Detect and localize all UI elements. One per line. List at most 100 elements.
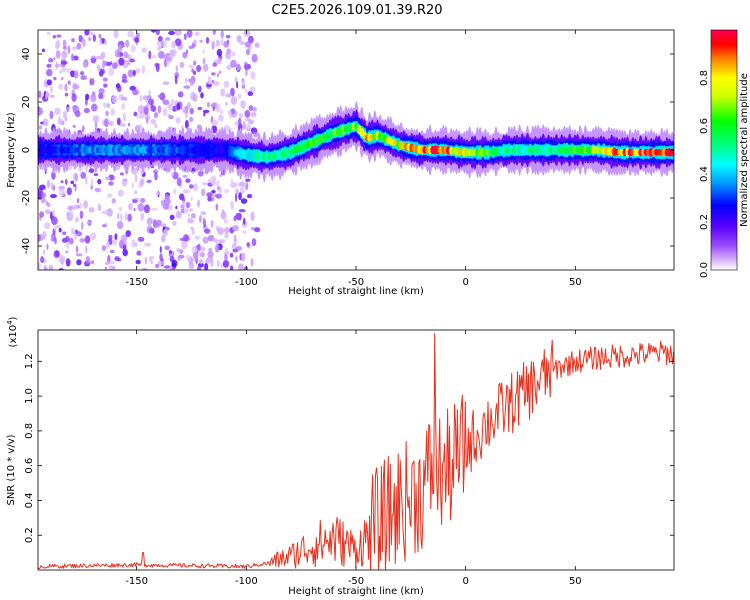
spectrogram-noise-speckle: [140, 212, 145, 220]
spectrogram-noise-speckle: [183, 85, 191, 89]
spectrogram-noise-speckle: [212, 106, 215, 112]
spectrogram-noise-speckle: [120, 96, 128, 101]
spectrogram-noise-speckle: [173, 187, 177, 195]
spectrogram-noise-speckle: [249, 86, 256, 93]
spectrogram-noise-speckle: [64, 92, 69, 97]
spectrogram-noise-speckle: [218, 239, 226, 244]
spectrogram-noise-speckle: [249, 38, 254, 43]
spectrogram-noise-speckle: [157, 260, 165, 266]
spectrogram-noise-speckle: [174, 30, 182, 36]
spectrogram-noise-speckle: [127, 123, 131, 127]
spectrogram-noise-speckle: [93, 173, 99, 177]
spectrogram-noise-speckle: [175, 117, 181, 124]
spectrogram-noise-speckle: [207, 251, 214, 258]
spectrogram-noise-speckle: [206, 101, 210, 108]
spectrogram-noise-speckle: [80, 75, 87, 81]
spectrogram-noise-speckle: [53, 76, 57, 81]
spectrogram-noise-speckle: [72, 183, 76, 187]
spectrogram-noise-speckle: [200, 92, 204, 99]
spectrogram-noise-speckle: [155, 63, 160, 73]
spectrogram-noise-speckle: [85, 176, 88, 185]
spectrogram-noise-speckle: [66, 106, 70, 112]
spectrogram-noise-speckle: [127, 213, 132, 222]
spectrogram-noise-speckle: [135, 68, 141, 74]
spectrogram-noise-speckle: [189, 116, 194, 123]
spectrogram-noise-speckle: [67, 205, 74, 211]
spectrogram-y-tick-label: 40: [21, 48, 32, 61]
spectrogram-noise-speckle: [247, 121, 251, 130]
spectrogram-noise-speckle: [155, 219, 162, 227]
spectrogram-noise-speckle: [226, 64, 232, 71]
snr-x-label: Height of straight line (km): [288, 586, 424, 597]
spectrogram-noise-speckle: [199, 258, 204, 265]
spectrogram-noise-speckle: [92, 115, 100, 123]
spectrogram-noise-speckle: [38, 107, 43, 116]
spectrogram-noise-speckle: [116, 212, 120, 220]
spectrogram-noise-speckle: [216, 57, 222, 65]
spectrogram-noise-speckle: [239, 186, 245, 195]
spectrogram-noise-speckle: [108, 265, 115, 270]
spectrogram-noise-speckle: [176, 248, 182, 253]
spectrogram-noise-speckle: [202, 63, 209, 72]
colorbar-tick-label: 0.2: [699, 214, 710, 230]
spectrogram-noise-speckle: [152, 219, 157, 228]
spectrogram-noise-speckle: [169, 50, 175, 58]
spectrogram-noise-speckle: [55, 50, 61, 59]
spectrogram-noise-speckle: [66, 241, 70, 250]
spectrogram-noise-speckle: [139, 178, 145, 186]
spectrogram-noise-speckle: [163, 55, 171, 60]
snr-y-tick-label: 0.8: [24, 423, 35, 439]
spectrogram-noise-speckle: [94, 187, 102, 193]
spectrogram-noise-speckle: [68, 237, 74, 245]
spectrogram-noise-speckle: [200, 211, 207, 215]
spectrogram-noise-speckle: [212, 80, 220, 86]
spectrogram-noise-speckle: [127, 30, 134, 38]
spectrogram-noise-speckle: [58, 83, 63, 90]
spectrogram-noise-speckle: [223, 218, 228, 224]
spectrogram-noise-speckle: [65, 178, 68, 185]
spectrogram-noise-speckle: [70, 227, 75, 233]
spectrogram-noise-speckle: [58, 254, 66, 264]
spectrogram-noise-speckle: [67, 80, 71, 85]
spectrogram-noise-speckle: [120, 213, 123, 222]
spectrogram-noise-speckle: [158, 50, 165, 59]
spectrogram-x-tick-label: 50: [569, 277, 582, 288]
spectrogram-noise-speckle: [62, 231, 67, 235]
spectrogram-noise-speckle: [40, 256, 45, 264]
spectrogram-noise-speckle: [79, 202, 83, 209]
spectrogram-noise-speckle: [47, 203, 51, 207]
spectrogram-noise-speckle: [90, 31, 94, 36]
spectrogram-noise-speckle: [84, 235, 91, 244]
colorbar-tick-label: 0.6: [699, 118, 710, 134]
spectrogram-noise-speckle: [58, 189, 66, 197]
spectrogram-noise-speckle: [133, 207, 136, 212]
spectrogram-noise-speckle: [168, 114, 174, 120]
spectrogram-noise-speckle: [222, 259, 230, 268]
spectrogram-noise-speckle: [112, 62, 118, 70]
spectrogram-noise-speckle: [193, 39, 197, 45]
spectrogram-noise-speckle: [157, 105, 162, 114]
spectrogram-noise-speckle: [221, 209, 225, 215]
spectrogram-noise-speckle: [42, 230, 47, 240]
spectrogram-noise-speckle: [90, 260, 95, 265]
spectrogram-noise-speckle: [184, 119, 189, 129]
spectrogram-noise-speckle: [230, 108, 236, 115]
spectrogram-noise-speckle: [90, 184, 93, 190]
spectrogram-noise-speckle: [210, 179, 216, 185]
scale-prefix: (x10: [8, 325, 19, 348]
spectrogram-noise-speckle: [75, 217, 79, 223]
spectrogram-noise-speckle: [224, 247, 229, 255]
spectrogram-noise-speckle: [172, 171, 179, 180]
spectrogram-noise-speckle: [220, 211, 227, 220]
spectrogram-noise-speckle: [232, 51, 236, 57]
spectrogram-noise-speckle: [78, 34, 83, 43]
spectrogram-noise-speckle: [251, 227, 255, 231]
spectrogram-noise-speckle: [212, 30, 217, 36]
spectrogram-noise-speckle: [125, 39, 130, 48]
spectrogram-noise-speckle: [43, 267, 48, 270]
spectrogram-noise-speckle: [105, 240, 110, 249]
spectrogram-noise-speckle: [192, 93, 198, 103]
spectrogram-noise-speckle: [237, 117, 242, 126]
spectrogram-noise-speckle: [131, 89, 139, 96]
spectrogram-noise-speckle: [98, 92, 103, 100]
